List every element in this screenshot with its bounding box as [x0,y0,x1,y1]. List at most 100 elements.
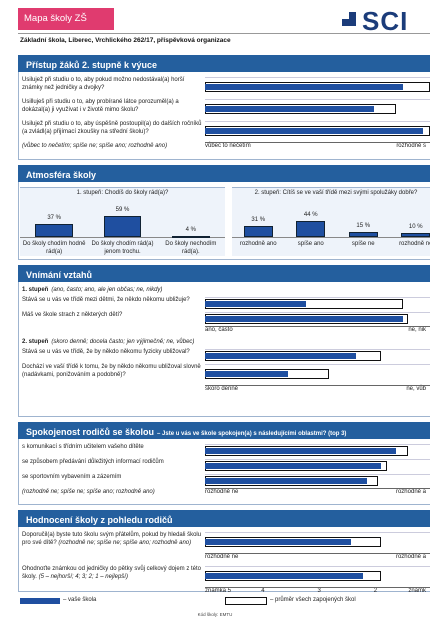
axis-label: rozhodně ne [205,489,239,495]
axis-label: známk [408,588,426,594]
row-guide [205,566,430,567]
column [172,235,210,238]
section-header: Spokojenost rodičů se školou – Jste u vás… [18,422,430,439]
section-header: Atmosféra školy [18,165,430,182]
scale-note: (vůbec to nečetím; spíše ne; spíše ano; … [22,143,168,149]
chart-question: 1. stupeň: Chodíš do školy rád(a)? [76,190,169,196]
school-bar [205,84,403,90]
school-bar [205,447,397,454]
axis-line [205,587,430,588]
value-label: 59 % [115,206,130,213]
axis-line [205,142,430,143]
row-guide [205,532,430,533]
value-label: 15 % [356,222,371,229]
rule [18,33,430,34]
row-label-text: s komunikací s třídním učitelem vašeho d… [22,444,144,450]
group-heading-text: 1. stupeň [22,287,49,293]
row-label-text: se sportovním vybavením a zázemím [22,474,122,480]
row-label-text: Usilujež při studiu o to, aby pokud možn… [22,77,185,91]
footer: Kód školy: EMTU [197,612,233,617]
section-title: Hodnocení školy z pohledu rodičů [26,515,173,525]
row-label-text: Stává se u vás ve třídě mezi dětmi, že n… [22,297,190,303]
axis-line [205,488,430,489]
school-bar [205,300,307,307]
row-label-text: se způsobem předávání důležitých informa… [22,459,164,465]
value-label: 44 % [303,212,318,219]
section-title: Spokojenost rodičů se školou [26,427,155,437]
category-label: Do školy chodím hodně rád(a) [22,241,86,255]
row-label: Usilujež při studiu o to, aby pokud možn… [22,77,202,92]
legend-average-swatch [225,597,267,605]
row-label: s komunikací s třídním učitelem vašeho d… [22,444,202,452]
value-label: 4 % [185,226,196,233]
category-label: rozhodně ne [399,241,430,247]
section-header: Přístup žáků 2. stupně k výuce [18,55,430,72]
row-guide [205,444,430,445]
axis-label: známka 5 [205,588,232,594]
column [348,231,378,237]
axis-label: ano, často [205,327,233,333]
school-bar [205,371,289,377]
row-label: Máš ve škole strach z některých dětí? [22,312,202,320]
row-label: Ohodnoťte známkou od jedničky do pětky s… [22,566,202,581]
row-label-text: Usilluješ při studiu o to, aby probírané… [22,99,179,113]
axis-label: rozhodně a [395,489,426,495]
row-note: (rozhodně ne; spíše ne; spíše ano; rozho… [58,539,192,546]
section-title: Atmosféra školy [26,170,97,180]
row-label: Usilujež při studiu o to, aby úspěšně po… [22,121,202,136]
group-heading-note: (ano, často; ano, ale jen občas; ne, nik… [51,287,163,293]
axis-label: ne, vůb [406,386,426,392]
school-bar [205,477,367,484]
column [296,221,326,237]
row-guide [205,312,430,313]
axis-label: rozhodně ne [205,554,239,560]
category-label: spíše ano [297,241,324,247]
row-guide [205,474,430,475]
school-bar [205,573,363,579]
axis-label: vůbec to nečetím [205,143,251,149]
row-label-text: Doporučil(a) byste tuto školu svým přáte… [22,532,202,546]
school-bar [205,315,403,322]
school-bar [205,462,381,469]
row-label-text: Stává se u vás ve třídě, že by někdo něk… [22,349,190,355]
section-title: Vnímání vztahů [26,270,93,280]
row-guide [205,99,430,100]
row-label: Dochází ve vaší třídě k tomu, že by někd… [22,364,202,379]
category-label: Do školy nechodím rád(a). [165,241,217,255]
logo-icon-gap [342,12,349,19]
group-heading-note: (skoro denně; docela často; jen výjimečn… [51,339,195,345]
baseline [232,237,430,238]
row-guide [205,121,430,122]
row-label: Stává se u vás ve třídě mezi dětmi, že n… [22,297,202,305]
column [243,225,273,237]
row-label-text: Ohodnoťte známkou od jedničky do pětky s… [22,566,202,580]
row-guide [205,459,430,460]
axis-line [205,326,430,327]
legend-average: – průměr všech zapojených škol [270,597,356,603]
column [401,233,430,237]
school-bar [205,106,374,112]
section-header: Hodnocení školy z pohledu rodičů [18,510,430,527]
group-heading: 2. stupeň (skoro denně; docela často; jen… [22,339,202,347]
group-heading: 1. stupeň (ano, často; ano, ale jen občas… [22,287,202,295]
row-label: Usilluješ při studiu o to, aby probírané… [22,99,202,114]
legend-school: – vaše škola [63,597,97,603]
section-subtitle: – Jste u vás ve škole spokojen(a) s násl… [157,431,347,437]
column [103,215,142,237]
axis-label: 2 [373,588,378,594]
category-label: spíše ne [351,241,375,247]
legend-school-swatch [20,598,60,604]
axis-label: 4 [261,588,265,594]
row-label-text: Usilujež při studiu o to, aby úspěšně po… [22,121,202,135]
logo: SCI [362,6,409,36]
axis-label: 3 [317,588,321,594]
school-bar [205,539,352,545]
row-guide [205,297,430,298]
group-heading-text: 2. stupeň [22,339,49,345]
row-note: (5 – nejhorší; 4; 3; 2; 1 – nejlepší) [38,573,128,580]
baseline [20,237,225,238]
scale-note: (rozhodně ne; spíše ne; spíše ano; rozho… [22,489,155,495]
school-bar [205,352,356,359]
axis-label: rozhodně s [396,143,426,149]
